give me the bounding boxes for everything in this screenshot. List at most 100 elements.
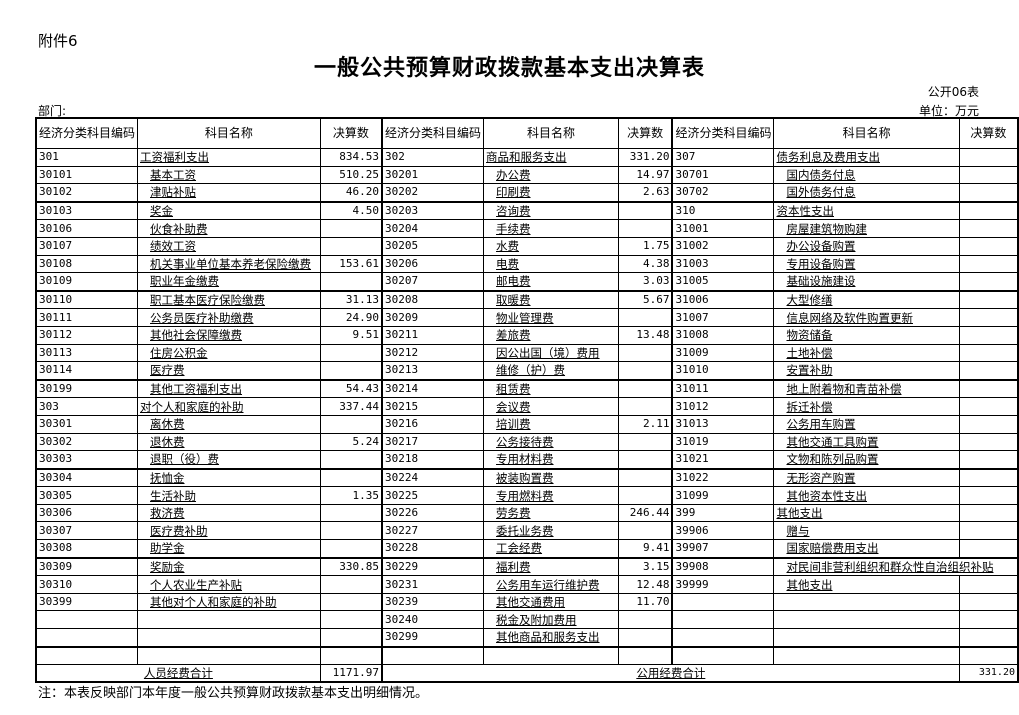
name-cell: 会议费 xyxy=(483,397,619,416)
name-cell: 因公出国（境）费用 xyxy=(483,343,619,363)
amount-cell xyxy=(319,236,383,256)
table-row: 30305 生活补助 1.35 30225 专用燃料费 31099 其他资本性支出 xyxy=(35,486,1019,505)
name-cell: 公务用车购置 xyxy=(773,414,960,434)
code-cell: 30114 xyxy=(35,361,139,381)
public-total-label: 公用经费合计 xyxy=(381,664,960,683)
item-name: 国外债务付息 xyxy=(786,185,856,200)
item-name: 赠与 xyxy=(786,523,810,538)
code-cell: 30299 xyxy=(381,628,485,648)
blank-cell xyxy=(319,646,383,666)
item-name: 租赁费 xyxy=(496,382,531,397)
amount-cell: 31.13 xyxy=(319,290,383,310)
code-cell: 399 xyxy=(671,503,775,523)
amount-cell xyxy=(617,379,673,399)
amount-cell xyxy=(617,486,673,505)
item-name: 商品和服务支出 xyxy=(486,150,567,165)
item-name: 职工基本医疗保险缴费 xyxy=(150,293,266,308)
name-cell: 被装购置费 xyxy=(483,468,619,488)
name-cell: 职工基本医疗保险缴费 xyxy=(137,290,321,310)
code-cell: 30103 xyxy=(35,201,139,221)
code-cell: 30399 xyxy=(35,592,139,612)
item-name: 对个人和家庭的补助 xyxy=(140,399,244,414)
code-cell: 30215 xyxy=(381,397,485,416)
amount-cell xyxy=(617,308,673,327)
amount-cell: 337.44 xyxy=(319,397,383,416)
public-total-text: 公用经费合计 xyxy=(636,666,706,681)
name-cell: 电费 xyxy=(483,254,619,274)
item-name: 奖励金 xyxy=(150,559,185,574)
code-cell: 30231 xyxy=(381,575,485,594)
item-name: 其他工资福利支出 xyxy=(150,382,243,397)
amount-cell xyxy=(958,575,1019,594)
code-cell: 30112 xyxy=(35,325,139,345)
name-cell: 福利费 xyxy=(483,557,619,577)
item-name: 专用设备购置 xyxy=(786,256,856,271)
code-cell: 39908 xyxy=(671,557,775,577)
code-cell: 31013 xyxy=(671,414,775,434)
code-cell xyxy=(35,628,139,648)
code-cell: 30202 xyxy=(381,183,485,203)
amount-cell xyxy=(617,397,673,416)
code-cell: 30106 xyxy=(35,219,139,238)
item-name: 基础设施建设 xyxy=(786,274,856,289)
item-name: 公务用车购置 xyxy=(786,417,856,432)
table-row: 30113 住房公积金 30212 因公出国（境）费用 31009 土地补偿 xyxy=(35,343,1019,363)
amount-cell xyxy=(958,450,1019,470)
code-cell: 39907 xyxy=(671,539,775,559)
amount-cell xyxy=(319,610,383,630)
name-cell: 资本性支出 xyxy=(773,201,960,221)
name-cell: 职业年金缴费 xyxy=(137,272,321,292)
name-cell: 生活补助 xyxy=(137,486,321,505)
table-row: 30301 离休费 30216 培训费 2.11 31013 公务用车购置 xyxy=(35,414,1019,434)
code-cell: 30209 xyxy=(381,308,485,327)
amount-cell: 46.20 xyxy=(319,183,383,203)
name-cell: 租赁费 xyxy=(483,379,619,399)
item-name: 奖金 xyxy=(150,204,174,219)
amount-cell xyxy=(617,432,673,452)
amount-cell xyxy=(319,521,383,541)
name-cell: 专用材料费 xyxy=(483,450,619,470)
item-name: 其他支出 xyxy=(786,577,833,592)
code-cell: 31011 xyxy=(671,379,775,399)
name-cell: 工会经费 xyxy=(483,539,619,559)
code-cell: 31001 xyxy=(671,219,775,238)
table-row: 30106 伙食补助费 30204 手续费 31001 房屋建筑物购建 xyxy=(35,219,1019,238)
item-name: 救济费 xyxy=(150,506,185,521)
code-cell: 30208 xyxy=(381,290,485,310)
code-cell: 31003 xyxy=(671,254,775,274)
code-cell: 30102 xyxy=(35,183,139,203)
code-cell: 30101 xyxy=(35,165,139,185)
code-cell xyxy=(671,628,775,648)
code-cell xyxy=(671,610,775,630)
name-cell: 印刷费 xyxy=(483,183,619,203)
name-cell: 其他对个人和家庭的补助 xyxy=(137,592,321,612)
code-cell: 31012 xyxy=(671,397,775,416)
name-cell: 办公费 xyxy=(483,165,619,185)
code-cell: 30214 xyxy=(381,379,485,399)
amount-cell xyxy=(958,432,1019,452)
code-cell: 30310 xyxy=(35,575,139,594)
table-row: 30308 助学金 30228 工会经费 9.41 39907 国家赔偿费用支出 xyxy=(35,539,1019,559)
code-cell: 30225 xyxy=(381,486,485,505)
item-name: 大型修缮 xyxy=(786,293,833,308)
personnel-total-text: 人员经费合计 xyxy=(143,666,213,681)
name-cell: 差旅费 xyxy=(483,325,619,345)
amount-cell xyxy=(319,628,383,648)
name-cell: 奖励金 xyxy=(137,557,321,577)
name-cell: 房屋建筑物购建 xyxy=(773,219,960,238)
code-cell xyxy=(671,592,775,612)
item-name: 委托业务费 xyxy=(496,523,554,538)
code-cell: 30217 xyxy=(381,432,485,452)
item-name: 绩效工资 xyxy=(150,239,197,254)
item-name: 其他资本性支出 xyxy=(786,488,867,503)
item-name: 物资储备 xyxy=(786,328,833,343)
name-cell: 劳务费 xyxy=(483,503,619,523)
item-name: 工资福利支出 xyxy=(140,150,210,165)
amount-cell: 2.63 xyxy=(617,183,673,203)
name-cell: 救济费 xyxy=(137,503,321,523)
item-name: 公务员医疗补助缴费 xyxy=(150,310,254,325)
code-cell: 39906 xyxy=(671,521,775,541)
name-cell: 津贴补贴 xyxy=(137,183,321,203)
table-row: 30110 职工基本医疗保险缴费 31.13 30208 取暖费 5.67 31006 大型修… xyxy=(35,290,1019,310)
amount-cell xyxy=(958,503,1019,523)
